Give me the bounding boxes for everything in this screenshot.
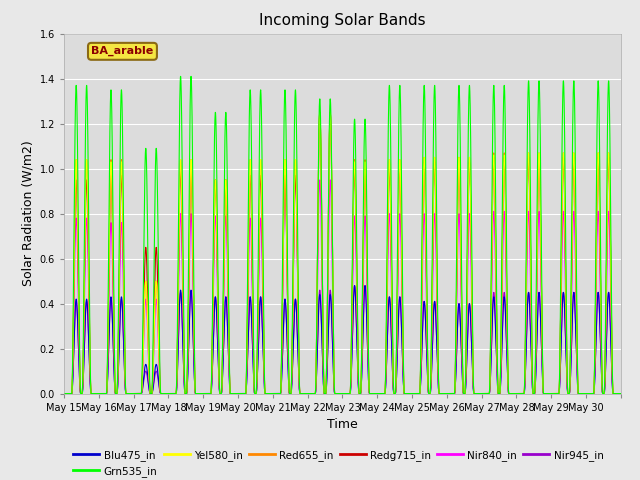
Legend: Blu475_in, Grn535_in, Yel580_in, Red655_in, Redg715_in, Nir840_in, Nir945_in: Blu475_in, Grn535_in, Yel580_in, Red655_… [69, 445, 607, 480]
X-axis label: Time: Time [327, 418, 358, 431]
Y-axis label: Solar Radiation (W/m2): Solar Radiation (W/m2) [21, 141, 34, 287]
Title: Incoming Solar Bands: Incoming Solar Bands [259, 13, 426, 28]
Text: BA_arable: BA_arable [92, 46, 154, 57]
